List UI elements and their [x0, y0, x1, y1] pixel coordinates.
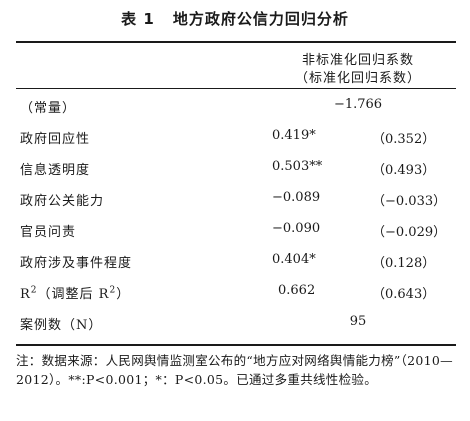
table-title: 地方政府公信力回归分析: [172, 10, 349, 28]
table-row-accountability: 官员问责 −0.090 （−0.029）: [16, 214, 456, 245]
adjusted-r-close: ）: [116, 287, 131, 302]
adjusted-r-label: （调整后 R: [37, 287, 110, 302]
row-coefficient: 95: [349, 314, 367, 329]
row-coefficient: 0.503**: [272, 159, 323, 174]
row-coefficient: −0.090: [272, 221, 321, 236]
row-standardized-coefficient: （0.352）: [372, 132, 436, 147]
top-rule: [16, 41, 456, 43]
table-row-involvement: 政府涉及事件程度 0.404* （0.128）: [16, 245, 456, 276]
table-row-sample-size: 案例数（N） 95: [16, 307, 456, 338]
row-variable: （常量）: [20, 101, 77, 116]
row-variable: R2（调整后 R2）: [20, 283, 130, 302]
table-row-transparency: 信息透明度 0.503** （0.493）: [16, 152, 456, 183]
row-standardized-coefficient: （0.128）: [372, 256, 436, 271]
table-note: 注：数据来源：人民网舆情监测室公布的“地方应对网络舆情能力榜”（2010—201…: [16, 353, 453, 387]
column-header-standardized: （标准化回归系数）: [294, 71, 421, 86]
bottom-rule: [16, 344, 456, 346]
adjusted-r-superscript: 2: [109, 285, 117, 296]
row-standardized-coefficient: （0.643）: [372, 287, 436, 302]
row-variable: 案例数（N）: [20, 318, 103, 333]
table-row-r-squared: R2（调整后 R2） 0.662 （0.643）: [16, 276, 456, 307]
row-coefficient: 0.662: [278, 283, 316, 298]
row-coefficient: 0.419*: [272, 128, 316, 143]
row-coefficient: −1.766: [333, 97, 383, 112]
table-row-pr-ability: 政府公关能力 −0.089 （−0.033）: [16, 183, 456, 214]
row-coefficient: 0.404*: [272, 252, 316, 267]
column-header-unstandardized: 非标准化回归系数: [301, 53, 414, 68]
row-variable: 信息透明度: [20, 163, 91, 178]
r-symbol: R: [20, 287, 31, 302]
row-coefficient: −0.089: [272, 190, 321, 205]
row-standardized-coefficient: （−0.033）: [372, 194, 447, 209]
row-standardized-coefficient: （−0.029）: [372, 225, 447, 240]
row-variable: 官员问责: [20, 225, 77, 240]
row-variable: 政府回应性: [20, 132, 91, 147]
row-standardized-coefficient: （0.493）: [372, 163, 436, 178]
r-superscript: 2: [30, 285, 38, 296]
row-variable: 政府公关能力: [20, 194, 105, 209]
table-row-responsiveness: 政府回应性 0.419* （0.352）: [16, 121, 456, 152]
header-rule: [16, 88, 456, 89]
table-label: 表 1: [121, 10, 155, 28]
row-variable: 政府涉及事件程度: [20, 256, 133, 271]
table-row-constant: （常量） −1.766: [16, 90, 456, 121]
table-title-block: 表 1 地方政府公信力回归分析: [0, 8, 470, 29]
